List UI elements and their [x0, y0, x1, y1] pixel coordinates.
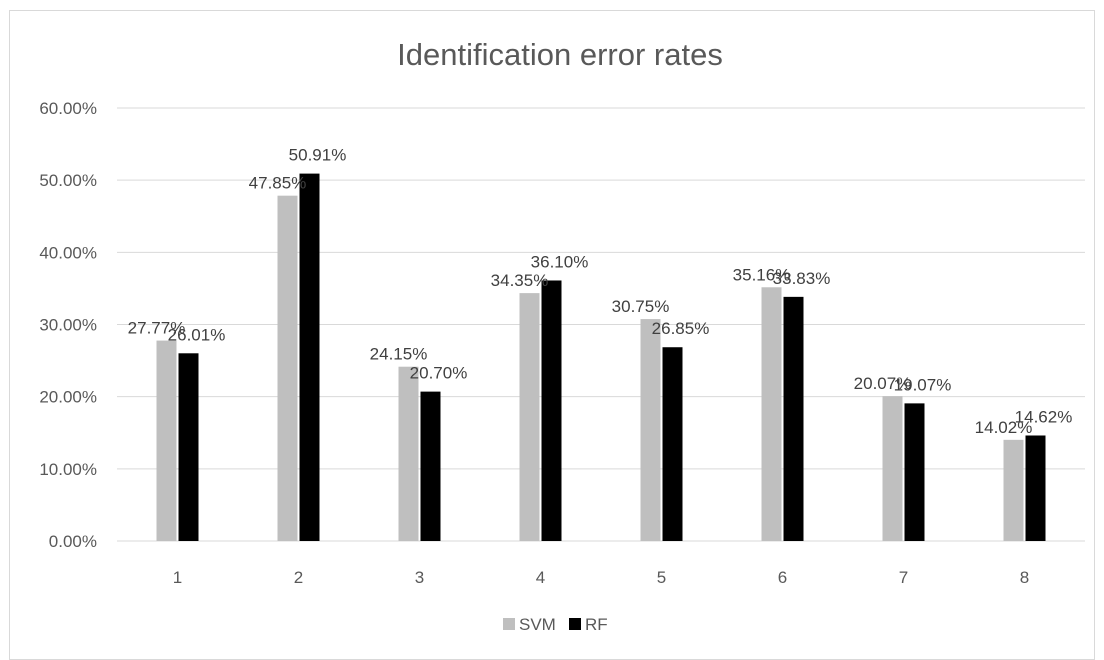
- data-label-svm: 30.75%: [612, 297, 670, 316]
- x-tick-label: 5: [657, 568, 666, 587]
- legend-swatch-rf: [569, 618, 581, 630]
- bar-svm: [519, 293, 540, 541]
- bar-rf: [783, 296, 804, 541]
- bar-rf: [178, 353, 199, 541]
- legend-swatch-svm: [503, 618, 515, 630]
- bar-rf: [541, 280, 562, 541]
- x-tick-label: 4: [536, 568, 545, 587]
- data-label-svm: 47.85%: [249, 174, 307, 193]
- data-label-svm: 34.35%: [491, 271, 549, 290]
- bar-rf: [662, 347, 683, 541]
- bar-rf: [904, 403, 925, 541]
- legend: SVM RF: [503, 615, 608, 634]
- x-tick-label: 3: [415, 568, 424, 587]
- y-tick-label: 20.00%: [39, 388, 97, 407]
- bar-svm: [156, 340, 177, 541]
- bar-svm: [277, 195, 298, 541]
- legend-label-rf: RF: [585, 615, 608, 634]
- y-axis-tick-labels: 0.00% 10.00% 20.00% 30.00% 40.00% 50.00% 60.00…: [39, 99, 97, 551]
- data-label-svm: 27.77%: [128, 319, 186, 338]
- x-tick-label: 2: [294, 568, 303, 587]
- data-label-svm: 24.15%: [370, 345, 428, 364]
- bar-svm: [398, 366, 419, 541]
- y-tick-label: 60.00%: [39, 99, 97, 118]
- x-axis-tick-labels: 1 2 3 4 5 6 7 8: [173, 568, 1029, 587]
- chart-title: Identification error rates: [397, 37, 723, 72]
- data-label-svm: 14.02%: [975, 418, 1033, 437]
- data-label-rf: 26.85%: [652, 319, 710, 338]
- bar-rf: [299, 173, 320, 542]
- data-label-rf: 14.62%: [1015, 407, 1073, 426]
- data-label-rf: 20.70%: [410, 364, 468, 383]
- data-label-rf: 50.91%: [289, 146, 347, 165]
- x-tick-label: 7: [899, 568, 908, 587]
- x-tick-label: 6: [778, 568, 787, 587]
- data-label-svm: 20.07%: [854, 374, 912, 393]
- x-tick-label: 1: [173, 568, 182, 587]
- y-tick-label: 50.00%: [39, 171, 97, 190]
- data-label-rf: 26.01%: [168, 325, 226, 344]
- bar-svm: [761, 287, 782, 541]
- bar-rf: [1025, 435, 1046, 541]
- data-label-rf: 19.07%: [894, 375, 952, 394]
- legend-label-svm: SVM: [519, 615, 556, 634]
- data-label-rf: 36.10%: [531, 252, 589, 271]
- bar-svm: [1003, 439, 1024, 541]
- y-tick-label: 40.00%: [39, 243, 97, 262]
- data-label-rf: 33.83%: [773, 269, 831, 288]
- x-tick-label: 8: [1020, 568, 1029, 587]
- bar-svm: [882, 396, 903, 541]
- data-label-svm: 35.16%: [733, 265, 791, 284]
- bar-svm: [640, 319, 661, 541]
- y-tick-label: 10.00%: [39, 460, 97, 479]
- y-tick-label: 30.00%: [39, 316, 97, 335]
- bars: [156, 173, 1046, 542]
- bar-rf: [420, 391, 441, 541]
- y-tick-label: 0.00%: [49, 532, 97, 551]
- data-labels: 27.77%26.01% 47.85% 50.91% 24.15%20.70% 34.3…: [128, 146, 1073, 437]
